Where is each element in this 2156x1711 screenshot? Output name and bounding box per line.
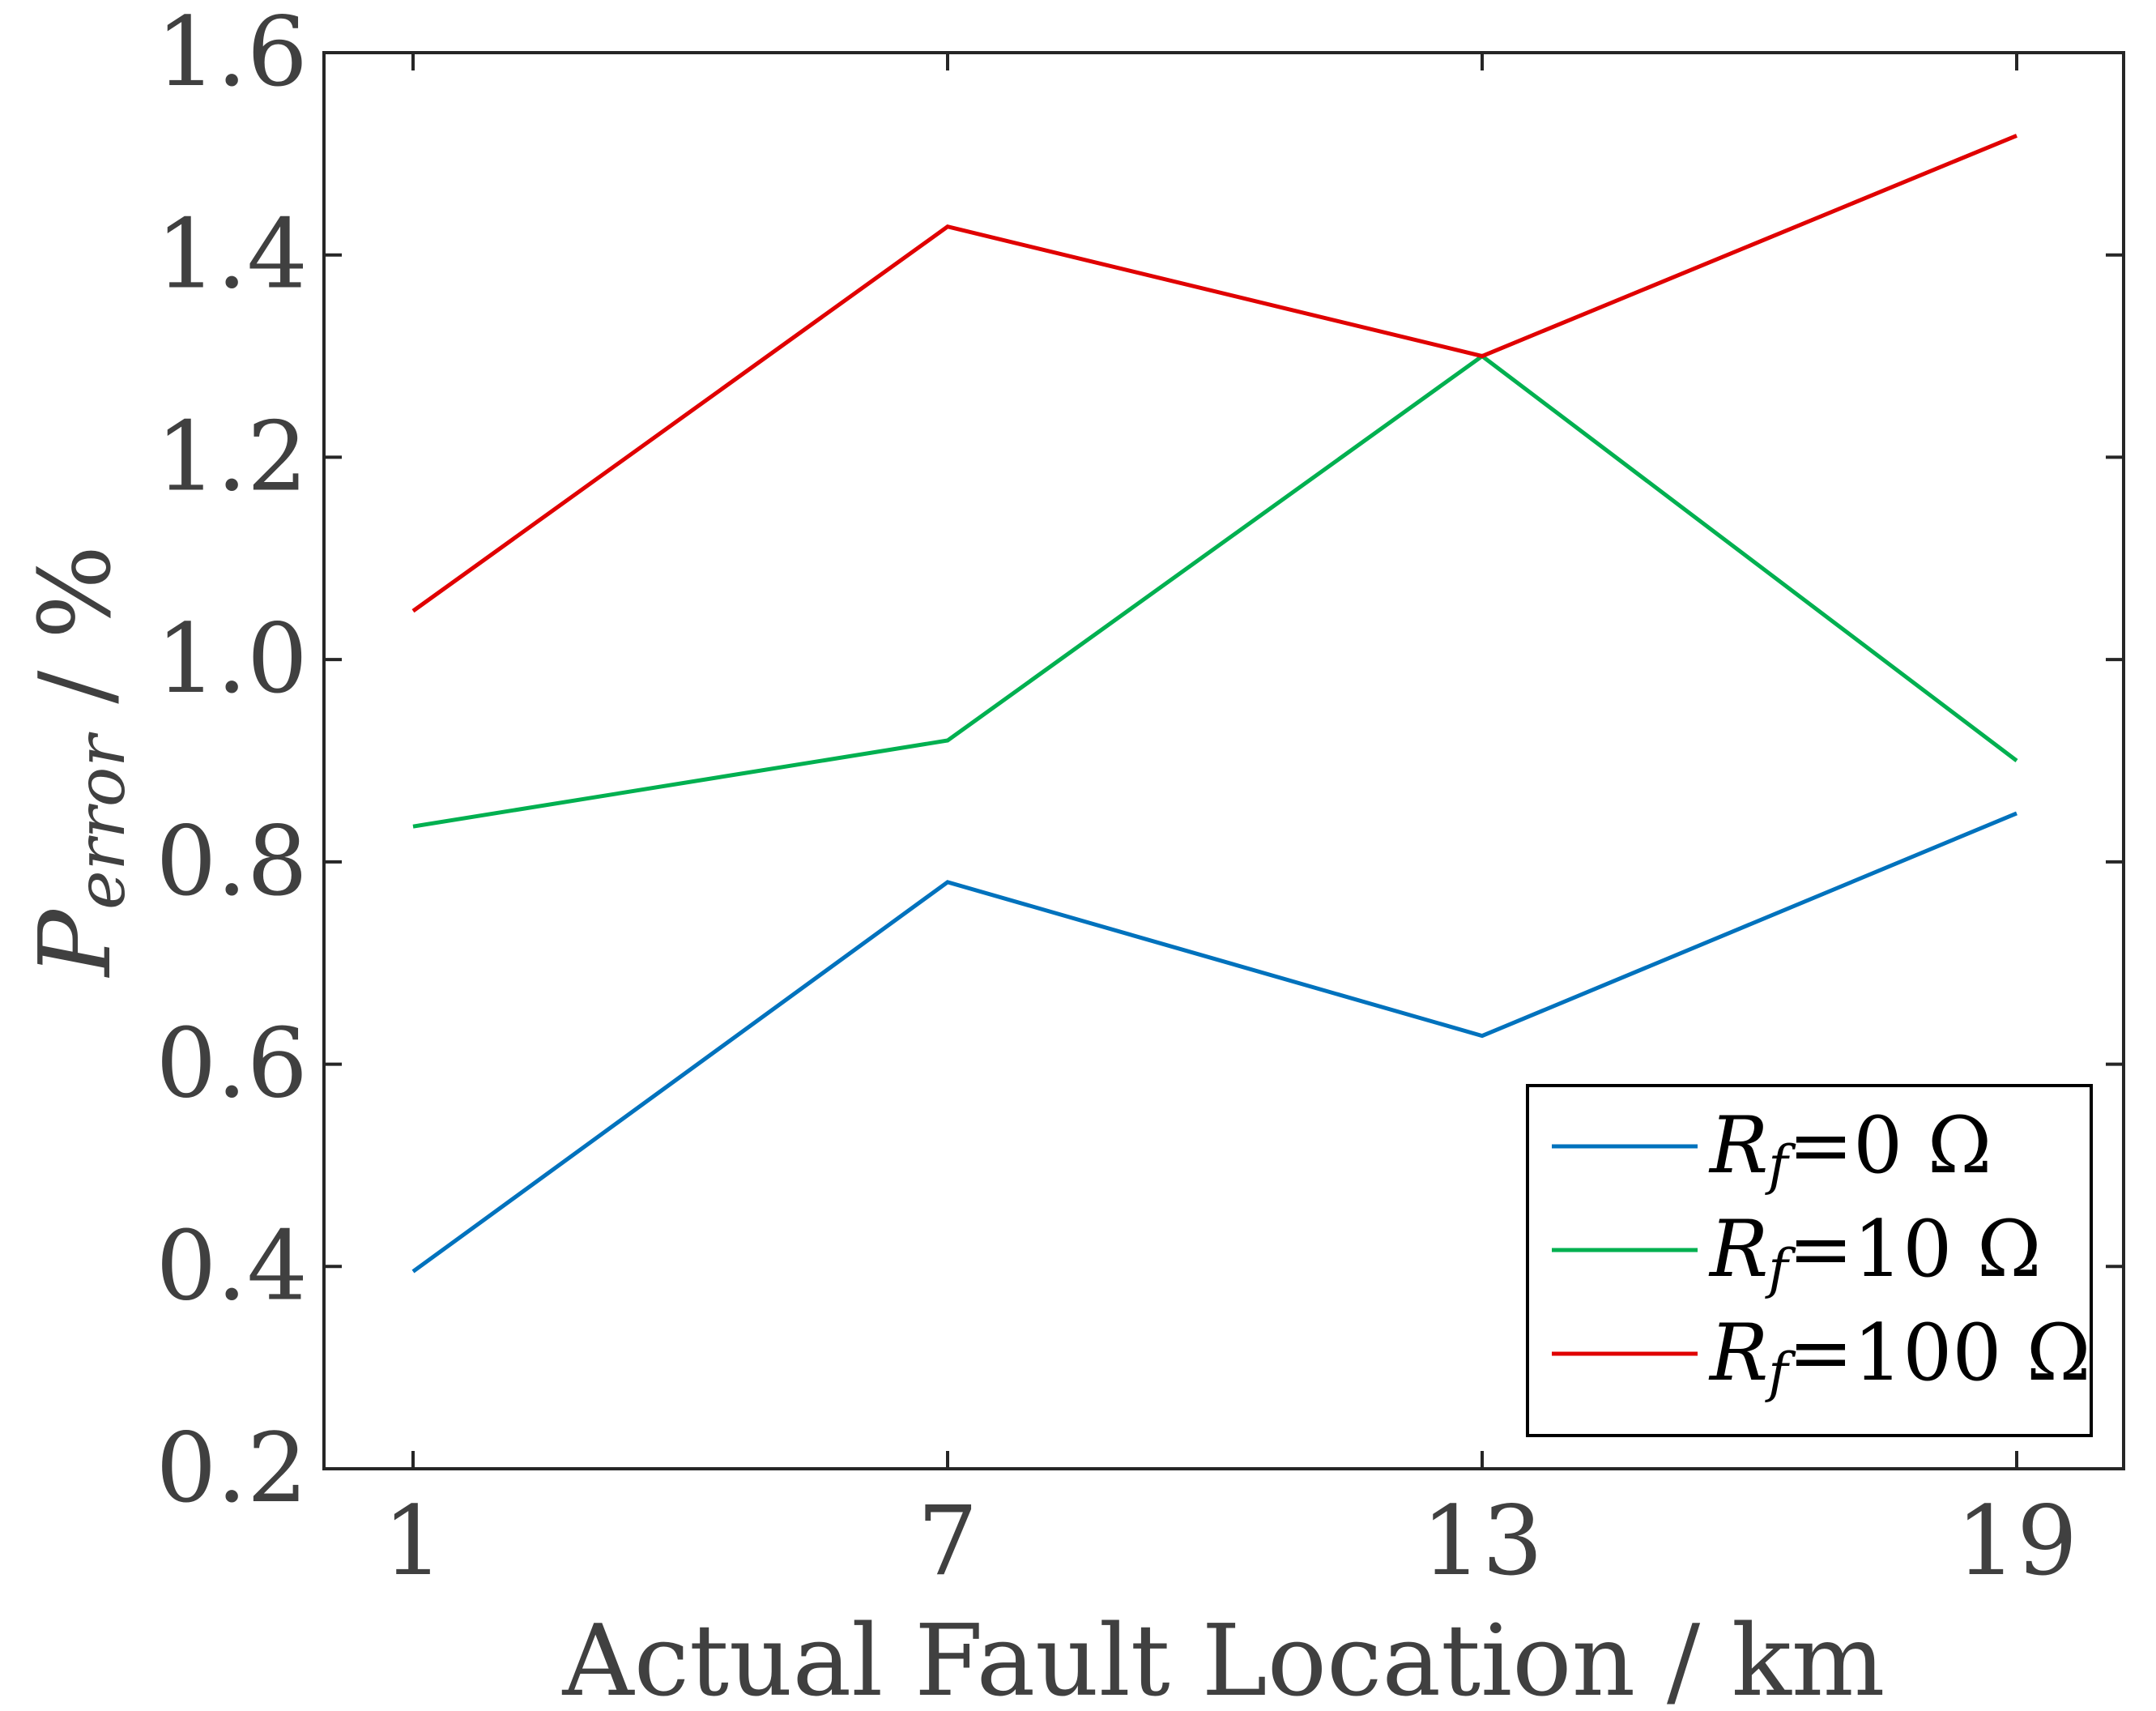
legend: Rf=0 ΩRf=10 ΩRf=100 Ω xyxy=(1526,1084,2093,1437)
plot-frame xyxy=(322,51,2125,1470)
y-tick-label: 0.8 xyxy=(156,805,308,917)
x-axis: 1 7 13 19 xyxy=(382,53,2077,1597)
series-line-0-ohm xyxy=(411,811,2018,1274)
series-lines xyxy=(411,134,2018,1274)
y-axis-title-subscript: error xyxy=(63,732,140,910)
y-tick-label: 1.6 xyxy=(156,0,308,108)
legend-label: Rf=100 Ω xyxy=(1708,1308,2091,1404)
legend-box xyxy=(1526,1084,2093,1437)
plot-area xyxy=(322,51,2125,1470)
y-tick-label: 1.4 xyxy=(156,198,308,310)
y-axis-title-symbol: P xyxy=(18,908,133,978)
x-axis-title: Actual Fault Location / km xyxy=(562,1603,1885,1711)
x-tick-label: 1 xyxy=(382,1485,443,1597)
y-tick-label: 0.4 xyxy=(156,1210,308,1321)
x-tick-label: 7 xyxy=(917,1485,978,1597)
y-axis-title-rest: / % xyxy=(18,545,133,736)
y-tick-label: 0.6 xyxy=(156,1008,308,1120)
y-tick-label: 0.2 xyxy=(156,1412,308,1524)
x-tick-label: 13 xyxy=(1421,1485,1543,1597)
y-tick-label: 1.2 xyxy=(156,400,308,512)
series-line-10-ohm xyxy=(412,353,2018,829)
legend-label: Rf=0 Ω xyxy=(1708,1100,1992,1197)
series-line-100-ohm xyxy=(411,134,2018,613)
legend-label: Rf=10 Ω xyxy=(1708,1204,2041,1300)
y-tick-label: 1.0 xyxy=(156,603,308,715)
y-axis-title: Perror / % xyxy=(18,545,140,978)
y-axis: 0.2 0.4 0.6 0.8 1.0 1.2 1.4 1.6 xyxy=(156,0,2124,1524)
x-tick-label: 19 xyxy=(1956,1485,2077,1597)
